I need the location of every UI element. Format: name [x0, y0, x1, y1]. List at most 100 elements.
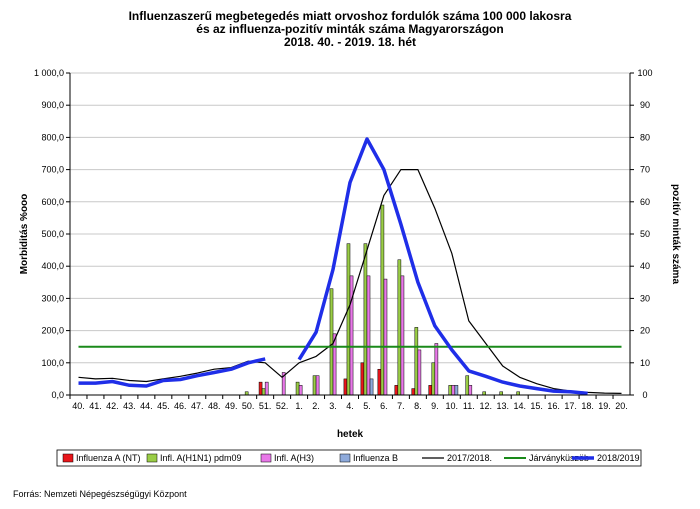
y-right-tick-label: 50	[640, 229, 650, 239]
x-tick-label: 14.	[513, 401, 526, 411]
bar	[312, 375, 317, 396]
y-right-tick-label: 90	[640, 100, 650, 110]
legend-swatch	[339, 453, 351, 463]
y-left-tick-label: 600,0	[41, 197, 64, 207]
bar-series	[244, 204, 520, 396]
y-left-tick-label: 300,0	[41, 293, 64, 303]
y-axis-label-right: pozitív minták száma	[670, 184, 681, 284]
title-line: 2018. 40. - 2019. 18. hét	[284, 35, 416, 49]
x-tick-label: 45.	[157, 401, 170, 411]
bar	[349, 275, 354, 396]
grid-lines	[70, 72, 630, 364]
title-line: és az influenza-pozitív minták száma Mag…	[196, 22, 503, 36]
bar	[329, 288, 334, 396]
x-tick-label: 51.	[259, 401, 272, 411]
x-tick-label: 49.	[225, 401, 238, 411]
series-line	[78, 357, 266, 388]
y-left-tick-label: 900,0	[41, 100, 64, 110]
y-right-tick-label: 40	[640, 261, 650, 271]
bar	[343, 378, 348, 396]
series-line	[78, 169, 622, 394]
bar	[465, 375, 470, 396]
bar	[346, 243, 351, 396]
legend-label: Influenza B	[353, 453, 398, 463]
x-tick-label: 5.	[363, 401, 371, 411]
bar	[400, 275, 405, 396]
bar	[315, 375, 320, 396]
bar	[295, 381, 300, 396]
x-tick-label: 17.	[564, 401, 577, 411]
line-series	[78, 137, 622, 396]
x-tick-label: 3.	[329, 401, 337, 411]
bar	[380, 204, 385, 396]
bar	[360, 362, 365, 396]
y-left-tick-label: 500,0	[41, 229, 64, 239]
bar	[411, 388, 416, 396]
x-tick-label: 19.	[598, 401, 611, 411]
x-tick-label: 2.	[312, 401, 320, 411]
bar	[397, 259, 402, 396]
y-left-tick-label: 400,0	[41, 261, 64, 271]
y-left-tick-label: 700,0	[41, 165, 64, 175]
x-tick-label: 44.	[140, 401, 153, 411]
bar	[369, 378, 374, 396]
legend-label: Infl. A(H3)	[274, 453, 314, 463]
x-tick-label: 8.	[414, 401, 422, 411]
legend-swatch	[62, 453, 74, 463]
bar	[383, 278, 388, 396]
y-right-tick-label: 20	[640, 326, 650, 336]
legend-swatch	[260, 453, 272, 463]
bar	[434, 343, 439, 396]
x-tick-label: 50.	[242, 401, 255, 411]
x-tick-label: 42.	[106, 401, 119, 411]
x-tick-label: 46.	[174, 401, 187, 411]
y-right-tick-label: 70	[640, 165, 650, 175]
y-right-tick-label: 0	[642, 390, 647, 400]
y-right-tick-label: 100	[637, 68, 652, 78]
y-axis-label-left: Morbiditás %ooo	[19, 194, 30, 275]
chart-title: Influenzaszerű megbetegedés miatt orvosh…	[129, 9, 572, 49]
y-right-tick-label: 30	[640, 293, 650, 303]
x-tick-label: 9.	[431, 401, 439, 411]
x-tick-label: 1.	[295, 401, 303, 411]
y-left-tick-label: 0,0	[51, 390, 64, 400]
bar	[377, 368, 382, 396]
x-tick-label: 13.	[496, 401, 509, 411]
x-tick-label: 12.	[479, 401, 492, 411]
x-tick-label: 4.	[346, 401, 354, 411]
y-right-tick-label: 10	[640, 358, 650, 368]
x-tick-label: 6.	[380, 401, 388, 411]
y-left-tick-label: 100,0	[41, 358, 64, 368]
bar	[264, 381, 269, 396]
x-axis-label: hetek	[337, 429, 364, 440]
bar	[414, 327, 419, 396]
bar	[258, 381, 263, 396]
y-right-tick-label: 60	[640, 197, 650, 207]
x-tick-label: 15.	[530, 401, 543, 411]
legend: Influenza A (NT) Infl. A(H1N1) pdm09 Infl.…	[56, 449, 642, 467]
bar	[431, 362, 436, 396]
x-tick-label: 11.	[463, 401, 475, 411]
title-line: Influenzaszerű megbetegedés miatt orvosh…	[129, 9, 572, 23]
series-line	[297, 137, 588, 396]
legend-label: Influenza A (NT)	[76, 453, 141, 463]
source-note: Forrás: Nemzeti Népegészségügyi Központ	[13, 489, 187, 499]
bar	[298, 385, 303, 396]
x-tick-label: 10.	[446, 401, 459, 411]
legend-label: 2018/2019	[597, 453, 640, 463]
y-left-tick-label: 200,0	[41, 326, 64, 336]
bar	[451, 385, 456, 396]
bar	[394, 385, 399, 396]
y-left-tick-label: 1 000,0	[34, 68, 64, 78]
bar	[261, 388, 266, 396]
legend-label: Infl. A(H1N1) pdm09	[160, 453, 242, 463]
legend-label: 2017/2018.	[447, 453, 492, 463]
y-left-tick-label: 800,0	[41, 132, 64, 142]
x-tick-label: 18.	[581, 401, 594, 411]
x-tick-label: 40.	[72, 401, 85, 411]
x-tick-label: 48.	[208, 401, 221, 411]
legend-label: Járványküszöb	[529, 453, 589, 463]
x-tick-label: 47.	[191, 401, 204, 411]
bar	[468, 385, 473, 396]
